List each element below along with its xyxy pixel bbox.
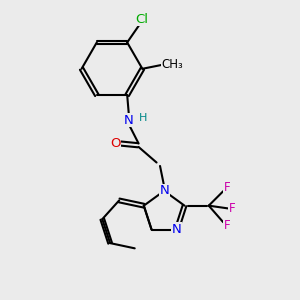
- Text: F: F: [224, 219, 230, 232]
- Text: N: N: [124, 113, 134, 127]
- Text: Cl: Cl: [136, 13, 148, 26]
- Text: F: F: [224, 181, 230, 194]
- Text: N: N: [172, 223, 182, 236]
- Text: O: O: [110, 137, 120, 150]
- Text: N: N: [159, 184, 169, 197]
- Text: CH₃: CH₃: [162, 58, 183, 71]
- Text: H: H: [139, 113, 148, 123]
- Text: F: F: [229, 202, 236, 215]
